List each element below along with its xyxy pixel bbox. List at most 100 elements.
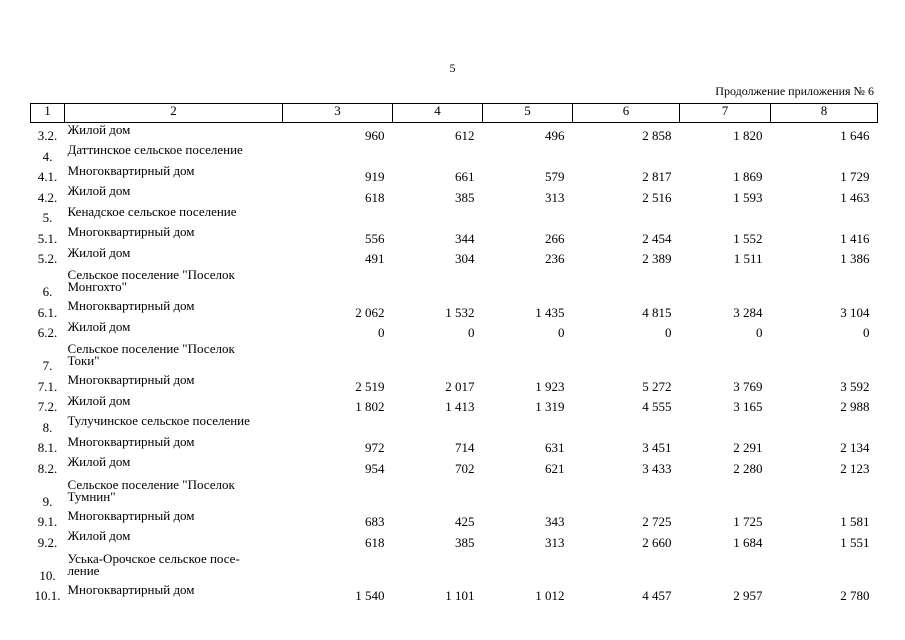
row-name: Жилой дом [67, 454, 131, 469]
value-cell [680, 266, 771, 299]
header-cell: 3 [282, 103, 393, 123]
header-cell: 5 [482, 103, 573, 123]
value-cell [283, 476, 393, 509]
value-cell: 4 555 [642, 399, 672, 414]
value-cell [680, 340, 771, 373]
value-cell [680, 476, 771, 509]
row-name: Сельское поселение "Поселок Тумнин" [67, 476, 235, 504]
value-cell: 0 [665, 325, 672, 340]
row-number: 10. [39, 567, 56, 583]
value-cell [680, 205, 771, 226]
value-cell: 2 725 [642, 514, 672, 529]
value-cell [573, 266, 680, 299]
table-row: 7.1. Многоквартирный дом 2 519 2 017 1 923 5 … [31, 373, 878, 394]
row-name: Сельское поселение "Поселок Монгохто" [67, 267, 235, 294]
table-row: 5. Кенадское сельское поселение [31, 204, 878, 226]
value-cell: 1 540 [355, 588, 385, 603]
row-name: Многоквартирный дом [67, 581, 195, 597]
value-cell: 702 [455, 460, 475, 476]
value-cell: 919 [365, 169, 385, 184]
value-cell [283, 414, 393, 435]
table-row: 7. Сельское поселение "Поселок Токи" [31, 340, 878, 373]
value-cell [393, 266, 483, 299]
table-row: 6. Сельское поселение "Поселок Монгохто" [31, 266, 878, 299]
value-cell [573, 340, 680, 373]
value-cell [483, 414, 573, 435]
value-cell: 491 [365, 251, 385, 266]
value-cell: 0 [756, 325, 763, 340]
row-number: 6. [42, 284, 53, 299]
header-cell: 8 [770, 103, 878, 123]
row-number: 9. [42, 493, 53, 509]
value-cell: 3 433 [642, 460, 672, 476]
value-cell [393, 205, 483, 226]
value-cell: 2 858 [642, 128, 672, 143]
row-name: Сельское поселение "Поселок Токи" [67, 341, 235, 368]
value-cell: 2 280 [733, 460, 763, 476]
value-cell [771, 143, 878, 164]
value-cell: 1 552 [733, 230, 763, 246]
value-cell [283, 143, 393, 164]
row-number: 7. [42, 358, 53, 373]
row-name: Многоквартирный дом [67, 433, 195, 449]
value-cell: 3 592 [840, 378, 870, 394]
value-cell: 1 435 [535, 304, 565, 320]
value-cell [573, 414, 680, 435]
table-row: 10. Уська-Орочское сельское посе- ление [31, 550, 878, 583]
value-cell: 954 [365, 460, 385, 476]
value-cell: 344 [455, 230, 475, 246]
continuation-note: Продолжение приложения № 6 [715, 84, 874, 98]
row-number: 8.2. [37, 460, 58, 476]
row-number: 9.2. [37, 534, 58, 550]
value-cell: 2 134 [840, 440, 870, 455]
value-cell: 1 725 [733, 514, 763, 529]
value-cell [483, 550, 573, 583]
row-number: 4.1. [37, 169, 58, 184]
value-cell [483, 266, 573, 299]
value-cell [573, 143, 680, 164]
row-number: 6.1. [37, 304, 58, 320]
table-row: 4. Даттинское сельское поселение [31, 143, 878, 164]
value-cell [393, 143, 483, 164]
value-cell: 313 [545, 534, 565, 550]
value-cell: 612 [455, 128, 475, 143]
value-cell: 3 284 [733, 304, 763, 320]
table-row: 5.1. Многоквартирный дом 556 344 266 2 454 1 5… [31, 225, 878, 246]
value-cell [283, 550, 393, 583]
table-row: 4.2. Жилой дом 618 385 313 2 516 1 593 1 463 [31, 184, 878, 205]
table-row: 10.1. Многоквартирный дом 1 540 1 101 1 012 4… [31, 581, 878, 604]
value-cell: 2 062 [355, 304, 385, 320]
row-name: Жилой дом [67, 244, 131, 260]
table-row: 5.2. Жилой дом 491 304 236 2 389 1 511 1 386 [31, 244, 878, 267]
value-cell: 1 511 [733, 251, 763, 266]
value-cell: 683 [365, 514, 385, 529]
header-cell: 7 [679, 103, 771, 123]
value-cell: 425 [455, 514, 475, 529]
value-cell [771, 340, 878, 373]
header-cell: 6 [572, 103, 680, 123]
row-name: Многоквартирный дом [67, 162, 195, 178]
value-cell: 618 [365, 534, 385, 550]
table-row: 6.1. Многоквартирный дом 2 062 1 532 1 435 4 … [31, 299, 878, 320]
value-cell: 4 815 [642, 304, 672, 320]
value-cell: 2 017 [445, 378, 475, 394]
value-cell: 1 869 [733, 169, 763, 184]
row-name: Уська-Орочское сельское посе- ление [67, 550, 240, 578]
value-cell: 496 [545, 128, 565, 143]
header-cell: 4 [392, 103, 483, 123]
value-cell [771, 414, 878, 435]
value-cell [483, 340, 573, 373]
value-cell: 2 291 [733, 440, 763, 455]
value-cell [573, 550, 680, 583]
value-cell [393, 414, 483, 435]
value-cell: 3 451 [642, 440, 672, 455]
value-cell: 304 [455, 251, 475, 266]
table-row: 8. Тулучинское сельское поселение [31, 414, 878, 435]
value-cell [771, 266, 878, 299]
row-number: 8.1. [37, 440, 58, 455]
value-cell: 621 [545, 460, 565, 476]
value-cell [680, 414, 771, 435]
value-cell: 1 593 [733, 189, 763, 205]
value-cell: 2 780 [840, 588, 870, 603]
row-number: 4.2. [37, 189, 58, 205]
